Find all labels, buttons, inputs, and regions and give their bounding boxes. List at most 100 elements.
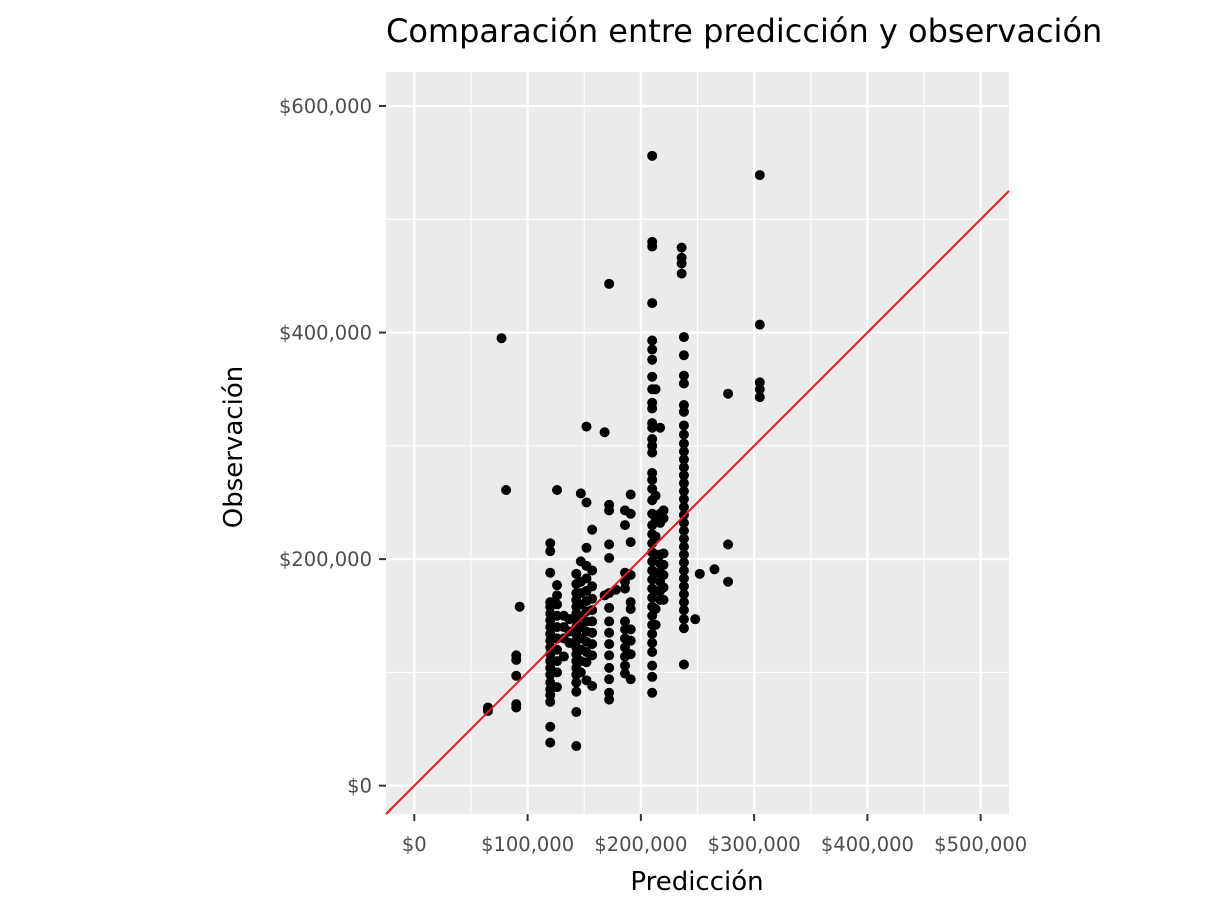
data-point	[678, 446, 689, 457]
data-point	[604, 505, 615, 516]
chart-title: Comparación entre predicción y observaci…	[386, 12, 1102, 50]
data-point	[678, 494, 689, 505]
data-point	[511, 670, 522, 681]
data-point	[678, 370, 689, 381]
data-point	[625, 635, 636, 646]
data-point	[571, 677, 582, 688]
data-point	[650, 603, 661, 614]
data-point	[709, 564, 720, 575]
data-point	[650, 531, 661, 542]
data-point	[604, 694, 615, 705]
data-point	[754, 392, 765, 403]
data-point	[678, 478, 689, 489]
data-point	[658, 559, 669, 570]
data-point	[587, 565, 598, 576]
data-point	[647, 354, 658, 365]
data-point	[655, 422, 666, 433]
data-point	[552, 580, 563, 591]
data-point	[625, 624, 636, 635]
data-point	[647, 335, 658, 346]
data-point	[647, 422, 658, 433]
data-point	[678, 502, 689, 513]
data-point	[587, 605, 598, 616]
data-point	[678, 420, 689, 431]
data-point	[604, 627, 615, 638]
data-point	[678, 378, 689, 389]
data-point	[754, 170, 765, 181]
data-point	[658, 582, 669, 593]
data-point	[658, 594, 669, 605]
y-tick-label: $200,000	[279, 548, 372, 571]
data-point	[678, 332, 689, 343]
data-point	[545, 567, 556, 578]
data-point	[678, 581, 689, 592]
data-point	[694, 568, 705, 579]
data-point	[647, 371, 658, 382]
data-point	[647, 403, 658, 414]
data-point	[620, 642, 631, 653]
data-point	[690, 614, 701, 625]
reference-line	[385, 190, 1010, 815]
data-point	[678, 659, 689, 670]
x-tick-label: $100,000	[481, 833, 574, 856]
data-point	[723, 388, 734, 399]
data-point	[678, 525, 689, 536]
data-point	[545, 696, 556, 707]
data-point	[647, 447, 658, 458]
data-point	[678, 597, 689, 608]
data-point	[678, 350, 689, 361]
data-point	[676, 268, 687, 279]
data-point	[678, 614, 689, 625]
y-tick-label: $0	[347, 775, 372, 798]
data-point	[604, 616, 615, 627]
data-point	[545, 546, 556, 557]
data-point	[647, 647, 658, 658]
data-point	[552, 485, 563, 496]
data-point	[604, 650, 615, 661]
data-point	[647, 687, 658, 698]
data-point	[581, 421, 592, 432]
data-point	[658, 505, 669, 516]
x-tick-label: $500,000	[934, 833, 1027, 856]
data-point	[647, 298, 658, 309]
data-point	[754, 319, 765, 330]
data-point	[658, 569, 669, 580]
data-point	[620, 616, 631, 627]
data-point	[552, 667, 563, 678]
data-point	[587, 593, 598, 604]
x-tick-label: $200,000	[594, 833, 687, 856]
data-point	[647, 474, 658, 485]
data-point	[496, 333, 507, 344]
data-point	[587, 616, 598, 627]
data-point	[620, 583, 631, 594]
data-point	[625, 508, 636, 519]
data-point	[571, 568, 582, 579]
data-point	[558, 651, 569, 662]
data-point	[676, 258, 687, 269]
x-tick-label: $0	[402, 833, 427, 856]
data-point	[625, 537, 636, 548]
data-point	[678, 429, 689, 440]
data-point	[552, 590, 563, 601]
data-point	[678, 470, 689, 481]
data-point	[650, 619, 661, 630]
reference-line-layer	[385, 190, 1010, 815]
data-point	[676, 242, 687, 253]
data-point	[604, 662, 615, 673]
data-point	[581, 542, 592, 553]
data-point	[587, 627, 598, 638]
data-point	[647, 637, 658, 648]
data-point	[587, 650, 598, 661]
data-point	[647, 344, 658, 355]
data-point	[678, 406, 689, 417]
y-axis: $0 $200,000 $400,000 $600,000	[279, 95, 386, 798]
x-tick-label: $400,000	[821, 833, 914, 856]
data-point	[678, 623, 689, 634]
data-point	[754, 384, 765, 395]
data-point	[604, 552, 615, 563]
data-point	[571, 686, 582, 697]
data-point	[571, 707, 582, 718]
data-point	[552, 599, 563, 610]
data-point	[620, 660, 631, 671]
